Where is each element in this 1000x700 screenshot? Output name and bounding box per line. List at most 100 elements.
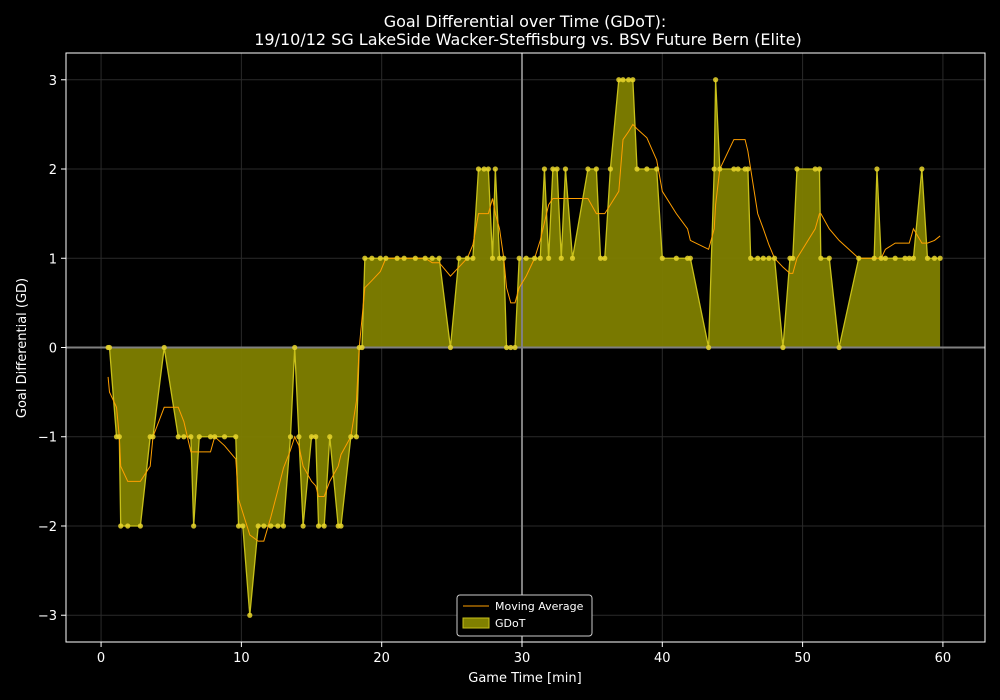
gdot-point: [475, 166, 482, 172]
gdot-point: [654, 166, 660, 172]
gdot-point: [892, 255, 898, 261]
gdot-point: [191, 523, 197, 529]
x-tick-label: 10: [233, 651, 250, 666]
gdot-point: [816, 166, 823, 172]
gdot-point: [247, 612, 253, 618]
moving-average-line: [107, 123, 941, 542]
gdot-point: [338, 523, 344, 529]
x-axis-label: Game Time [min]: [468, 671, 581, 686]
gdot-point: [412, 255, 418, 261]
gdot-point: [711, 166, 717, 172]
gdot-point: [554, 166, 560, 172]
gdot-point: [731, 166, 737, 172]
gdot-point: [532, 255, 538, 261]
gdot-point: [771, 255, 778, 261]
y-tick-label: −2: [38, 520, 57, 535]
legend-gdot-swatch: [462, 617, 490, 629]
gdot-point: [501, 255, 507, 261]
gdot-point: [485, 166, 491, 172]
gdot-point: [523, 255, 529, 261]
gdot-point: [794, 166, 800, 172]
y-tick-label: 1: [49, 252, 57, 267]
y-tick-label: −1: [38, 431, 57, 446]
gdot-point: [470, 255, 476, 261]
gdot-point: [353, 434, 360, 440]
gdot-point: [760, 255, 766, 261]
gdot-point: [585, 166, 591, 172]
gdot-point: [383, 255, 389, 261]
gdot-point: [569, 255, 576, 261]
y-tick-label: 0: [49, 342, 57, 357]
gdot-point: [196, 434, 202, 440]
gdot-point: [882, 255, 888, 261]
gdot-point: [401, 255, 407, 261]
x-tick-label: 30: [514, 651, 531, 666]
gdot-point: [422, 255, 428, 261]
gdot-point: [508, 344, 514, 351]
gdot-point: [481, 166, 487, 172]
gdot-point: [327, 434, 333, 440]
gdot-point: [607, 166, 613, 172]
gdot-point: [212, 434, 218, 440]
gdot-point: [931, 255, 938, 261]
gdot-point: [118, 523, 124, 529]
gdot-point: [874, 166, 880, 172]
gdot-point: [616, 77, 622, 83]
gdot-point: [910, 255, 917, 261]
gdot-area: [108, 79, 941, 616]
gdot-point: [207, 434, 214, 440]
gdot-point: [447, 344, 454, 351]
gdot-point: [116, 434, 122, 440]
gdot-point: [292, 344, 298, 351]
gdot-point: [296, 434, 302, 440]
gdot-point: [287, 434, 294, 440]
gdot-point: [175, 434, 181, 440]
gdot-point: [562, 166, 569, 172]
gdot-point: [659, 255, 665, 261]
chart-subtitle: 19/10/12 SG LakeSide Wacker-Steffisburg …: [254, 30, 802, 49]
gdot-point: [748, 255, 754, 261]
gdot-point: [902, 255, 908, 261]
gdot-point: [280, 523, 287, 529]
y-tick-label: 2: [49, 163, 57, 178]
gdot-point: [537, 255, 543, 261]
gdot-point: [634, 166, 640, 172]
gdot-point: [687, 255, 693, 261]
gdot-point: [630, 77, 636, 83]
gdot-point: [492, 166, 498, 172]
gdot-point: [137, 523, 143, 529]
gdot-point: [597, 255, 604, 261]
gdot-point: [275, 523, 281, 529]
gdot-point: [348, 434, 354, 440]
gdot-point: [512, 344, 518, 351]
gdot-point: [626, 77, 632, 83]
gdot-point: [705, 344, 712, 351]
gdot-point: [235, 523, 242, 529]
legend-moving-average: Moving Average: [495, 600, 584, 613]
gdot-point: [181, 434, 187, 440]
gdot-point: [620, 77, 626, 83]
gdot-point: [233, 434, 239, 440]
gdot-point: [359, 344, 365, 351]
legend: Moving Average GDoT: [456, 594, 593, 637]
gdot-point: [240, 523, 246, 529]
chart-title: Goal Differential over Time (GDoT):: [384, 12, 667, 31]
gdot-point: [188, 434, 194, 440]
gdot-point: [541, 166, 548, 172]
gdot-point: [150, 434, 156, 440]
gdot-point: [321, 523, 327, 529]
gdot-point: [546, 255, 552, 261]
gdot-point: [394, 255, 400, 261]
y-tick-label: −3: [38, 609, 57, 624]
gdot-point: [369, 255, 375, 261]
gdot-point: [161, 344, 167, 351]
x-tick-label: 60: [935, 651, 952, 666]
gdot-point: [308, 434, 315, 440]
gdot-point: [464, 255, 470, 261]
legend-box: [456, 594, 593, 637]
gdot-point: [313, 434, 319, 440]
x-tick-label: 40: [654, 651, 671, 666]
